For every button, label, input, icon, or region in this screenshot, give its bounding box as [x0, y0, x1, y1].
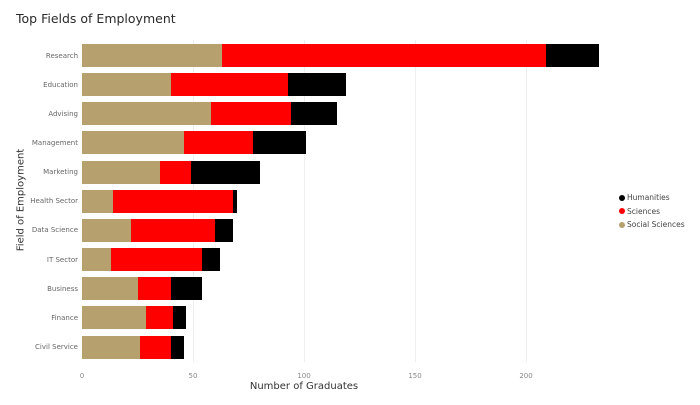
- legend-item[interactable]: Sciences: [619, 205, 685, 219]
- bar-segment-humanities[interactable]: [170, 335, 185, 359]
- bar-segment-sciences[interactable]: [170, 73, 289, 97]
- y-tick-label: Advising: [48, 109, 78, 118]
- y-tick-label: Business: [47, 284, 78, 293]
- x-tick-label: 100: [297, 372, 311, 380]
- bar-segment-sciences[interactable]: [210, 102, 291, 126]
- x-tick-label: 0: [79, 372, 85, 380]
- bar-row[interactable]: [82, 73, 347, 97]
- y-tick-label: Health Sector: [30, 197, 78, 206]
- bar-row[interactable]: [82, 44, 600, 67]
- bar-segment-sciences[interactable]: [137, 277, 171, 301]
- legend-item[interactable]: Humanities: [619, 191, 685, 205]
- legend-marker-icon: [619, 221, 625, 228]
- bar-segment-humanities[interactable]: [252, 131, 307, 155]
- bar-segment-social-sciences[interactable]: [82, 248, 111, 272]
- plot-area: [82, 40, 622, 362]
- bar-segment-sciences[interactable]: [113, 189, 233, 213]
- y-tick-label: Data Science: [31, 226, 78, 235]
- bar-row[interactable]: [82, 218, 233, 242]
- legend-item[interactable]: Social Sciences: [619, 218, 685, 232]
- bar-segment-sciences[interactable]: [110, 248, 202, 272]
- bar-segment-social-sciences[interactable]: [82, 102, 211, 126]
- bar-segment-sciences[interactable]: [130, 218, 216, 242]
- bar-segment-humanities[interactable]: [290, 102, 338, 126]
- legend-label: Social Sciences: [627, 220, 685, 230]
- bar-segment-humanities[interactable]: [288, 73, 347, 97]
- bar-row[interactable]: [82, 277, 202, 301]
- y-axis-title: Field of Employment: [15, 148, 27, 252]
- x-tick-label: 50: [188, 372, 198, 380]
- chart-title: Top Fields of Employment: [16, 11, 176, 26]
- bar-segment-social-sciences[interactable]: [82, 277, 138, 301]
- bar-segment-social-sciences[interactable]: [82, 160, 160, 184]
- bar-segment-social-sciences[interactable]: [82, 218, 131, 242]
- bar-segment-sciences[interactable]: [139, 335, 171, 359]
- bar-segment-humanities[interactable]: [190, 160, 260, 184]
- bar-row[interactable]: [82, 248, 220, 272]
- bar-segment-social-sciences[interactable]: [82, 189, 114, 213]
- bar-segment-sciences[interactable]: [146, 306, 173, 330]
- bar-segment-humanities[interactable]: [232, 189, 238, 213]
- x-axis-title: Number of Graduates: [249, 381, 359, 392]
- y-tick-label: Marketing: [43, 168, 78, 177]
- bar-segment-social-sciences[interactable]: [82, 306, 147, 330]
- x-tick-label: 200: [519, 372, 533, 380]
- y-tick-label: Research: [45, 51, 78, 60]
- bar-segment-humanities[interactable]: [201, 248, 220, 272]
- bar-segment-sciences[interactable]: [184, 131, 253, 155]
- x-tick-label: 150: [408, 372, 422, 380]
- bar-segment-social-sciences[interactable]: [82, 131, 185, 155]
- bar-row[interactable]: [82, 335, 185, 359]
- gridline: [304, 40, 305, 362]
- legend-label: Humanities: [627, 193, 670, 203]
- bar-segment-humanities[interactable]: [173, 306, 187, 330]
- legend: Humanities Sciences Social Sciences: [619, 191, 685, 232]
- bar-segment-social-sciences[interactable]: [82, 335, 140, 359]
- legend-marker-icon: [619, 208, 625, 215]
- bar-segment-humanities[interactable]: [545, 44, 600, 67]
- bar-row[interactable]: [82, 160, 260, 184]
- bar-row[interactable]: [82, 131, 307, 155]
- bar-row[interactable]: [82, 306, 187, 330]
- bar-segment-sciences[interactable]: [159, 160, 191, 184]
- bar-segment-sciences[interactable]: [221, 44, 546, 67]
- bar-segment-social-sciences[interactable]: [82, 44, 222, 67]
- y-tick-label: Management: [31, 138, 78, 147]
- bar-segment-humanities[interactable]: [215, 218, 233, 242]
- gridline: [415, 40, 416, 362]
- y-tick-label: Civil Service: [35, 343, 78, 351]
- bar-row[interactable]: [82, 189, 238, 213]
- y-tick-label: IT Sector: [46, 255, 78, 264]
- bar-segment-social-sciences[interactable]: [82, 73, 171, 97]
- y-tick-label: Education: [43, 80, 78, 89]
- y-tick-label: Finance: [51, 313, 78, 322]
- gridline: [526, 40, 527, 362]
- legend-marker-icon: [619, 194, 625, 201]
- bar-row[interactable]: [82, 102, 338, 126]
- legend-label: Sciences: [627, 206, 660, 216]
- bar-segment-humanities[interactable]: [170, 277, 202, 301]
